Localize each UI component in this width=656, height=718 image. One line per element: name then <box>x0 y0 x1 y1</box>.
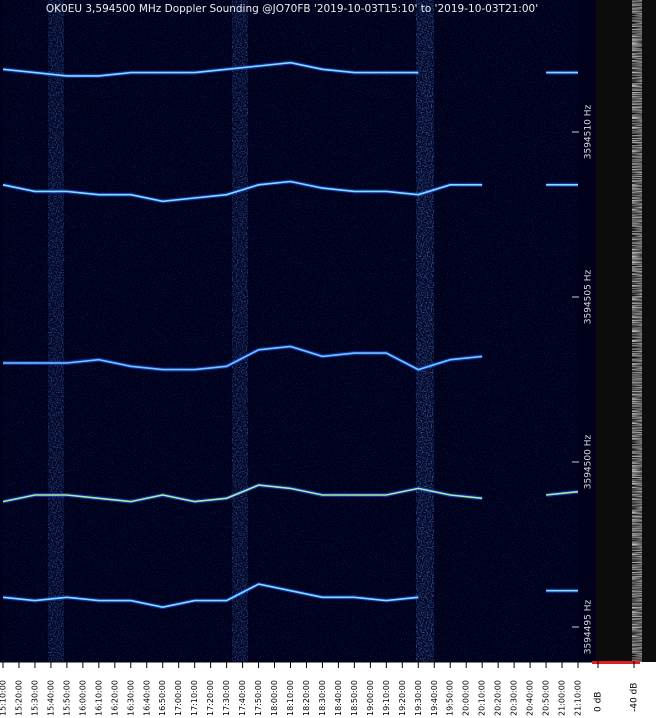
x-tick-label: 19:50:00 <box>446 680 455 716</box>
x-tick-label: 17:30:00 <box>222 680 231 716</box>
x-tick-label: 18:00:00 <box>270 680 279 716</box>
noise-band <box>232 0 248 662</box>
x-tick-label: 16:10:00 <box>94 680 103 716</box>
x-tick-label: 21:10:00 <box>574 680 583 716</box>
y-tick-label: 3594510 Hz <box>584 105 594 160</box>
x-tick-label: 15:30:00 <box>30 680 39 716</box>
x-tick-label: 19:20:00 <box>398 680 407 716</box>
x-tick-label: 17:10:00 <box>190 680 199 716</box>
x-tick-label: 16:50:00 <box>158 680 167 716</box>
x-tick-label: 15:20:00 <box>14 680 23 716</box>
x-tick-label: 18:50:00 <box>350 680 359 716</box>
trace <box>546 490 579 496</box>
x-tick-label: 15:50:00 <box>62 680 71 716</box>
x-tick-label: 20:50:00 <box>542 680 551 716</box>
x-tick-label: 20:30:00 <box>510 680 519 716</box>
trace <box>2 180 483 203</box>
x-tick-label: 19:10:00 <box>382 680 391 716</box>
colorbar-label: -40 dB <box>630 683 640 712</box>
x-tick-label: 19:40:00 <box>430 680 439 716</box>
x-tick-label: 19:00:00 <box>366 680 375 716</box>
power-trace <box>632 0 642 662</box>
x-tick-label: 20:10:00 <box>478 680 487 716</box>
power-panel <box>596 0 656 662</box>
x-tick-label: 21:00:00 <box>558 680 567 716</box>
x-tick-label: 15:40:00 <box>46 680 55 716</box>
x-tick-label: 18:20:00 <box>302 680 311 716</box>
x-tick-label: 17:00:00 <box>174 680 183 716</box>
x-tick-label: 17:20:00 <box>206 680 215 716</box>
noise-band <box>48 0 64 662</box>
noise-band <box>416 0 434 662</box>
trace <box>2 61 419 77</box>
chart-title: OK0EU 3,594500 MHz Doppler Sounding @JO7… <box>46 3 538 15</box>
x-tick-label: 20:20:00 <box>494 680 503 716</box>
x-tick-label: 16:20:00 <box>110 680 119 716</box>
x-tick-label: 18:10:00 <box>286 680 295 716</box>
x-axis-area <box>0 662 656 718</box>
x-tick-label: 16:00:00 <box>78 680 87 716</box>
x-tick-label: 17:40:00 <box>238 680 247 716</box>
x-tick-label: 16:30:00 <box>126 680 135 716</box>
x-tick-label: 19:30:00 <box>414 680 423 716</box>
x-tick-label: 15:10:00 <box>0 680 8 716</box>
y-tick-label: 3594495 Hz <box>584 600 594 655</box>
colorbar-label: 0 dB <box>594 692 604 712</box>
x-tick-label: 20:40:00 <box>526 680 535 716</box>
noise <box>3 0 578 662</box>
x-tick-label: 16:40:00 <box>142 680 151 716</box>
trace <box>3 345 483 371</box>
y-tick-label: 3594505 Hz <box>584 270 594 325</box>
y-tick-label: 3594500 Hz <box>584 435 594 490</box>
colorbar <box>592 661 640 664</box>
x-tick-label: 20:00:00 <box>462 680 471 716</box>
x-tick-label: 18:40:00 <box>334 680 343 716</box>
x-tick-label: 17:50:00 <box>254 680 263 716</box>
trace <box>2 583 419 609</box>
x-tick-label: 18:30:00 <box>318 680 327 716</box>
trace <box>2 484 483 503</box>
